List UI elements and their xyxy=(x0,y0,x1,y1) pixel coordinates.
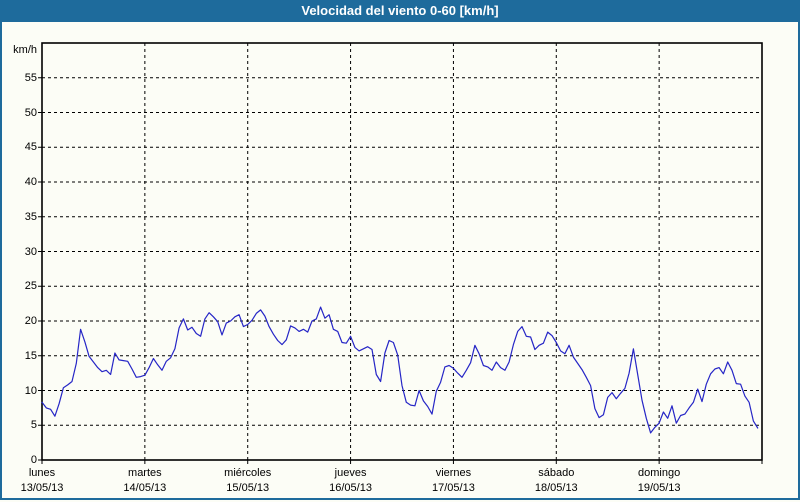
x-axis-date-label: 14/05/13 xyxy=(123,482,167,494)
y-axis-tick-label: 45 xyxy=(24,141,37,154)
chart-title: Velocidad del viento 0-60 [km/h] xyxy=(301,3,499,18)
x-axis-date-label: 17/05/13 xyxy=(432,482,475,494)
y-axis-tick-label: 30 xyxy=(24,245,37,258)
x-axis-date-label: 19/05/13 xyxy=(637,482,681,494)
y-axis-tick-label: 35 xyxy=(24,210,37,223)
x-axis-day-label: sábado xyxy=(538,467,575,479)
x-axis-day-label: lunes xyxy=(28,467,56,479)
x-axis-day-label: miércoles xyxy=(224,467,272,479)
x-axis-day-label: jueves xyxy=(334,467,367,479)
plot-frame xyxy=(41,42,763,461)
y-axis-tick-label: 20 xyxy=(24,315,37,327)
x-axis-date-label: 15/05/13 xyxy=(226,482,270,494)
x-axis-date-label: 18/05/13 xyxy=(534,482,578,494)
y-axis-tick-label: 10 xyxy=(24,384,37,397)
x-axis-day-label: viernes xyxy=(435,467,472,479)
x-axis-date-label: 16/05/13 xyxy=(329,482,372,494)
y-axis-tick-label: 5 xyxy=(30,419,37,432)
y-axis-tick-label: 55 xyxy=(24,71,37,84)
wind-speed-line xyxy=(41,306,759,434)
y-axis-tick-label: 50 xyxy=(24,106,37,119)
y-axis-tick-label: 15 xyxy=(24,349,37,362)
y-axis-tick-label: 0 xyxy=(30,454,37,466)
y-axis-tick-label: 40 xyxy=(24,176,37,188)
x-axis-date-label: 13/05/13 xyxy=(20,482,64,494)
x-axis-day-label: martes xyxy=(128,467,162,479)
chart-title-bar: Velocidad del viento 0-60 [km/h] xyxy=(0,0,800,22)
y-axis-unit-label: km/h xyxy=(13,44,37,56)
x-axis-day-label: domingo xyxy=(638,467,681,479)
y-axis-tick-label: 25 xyxy=(24,280,37,293)
